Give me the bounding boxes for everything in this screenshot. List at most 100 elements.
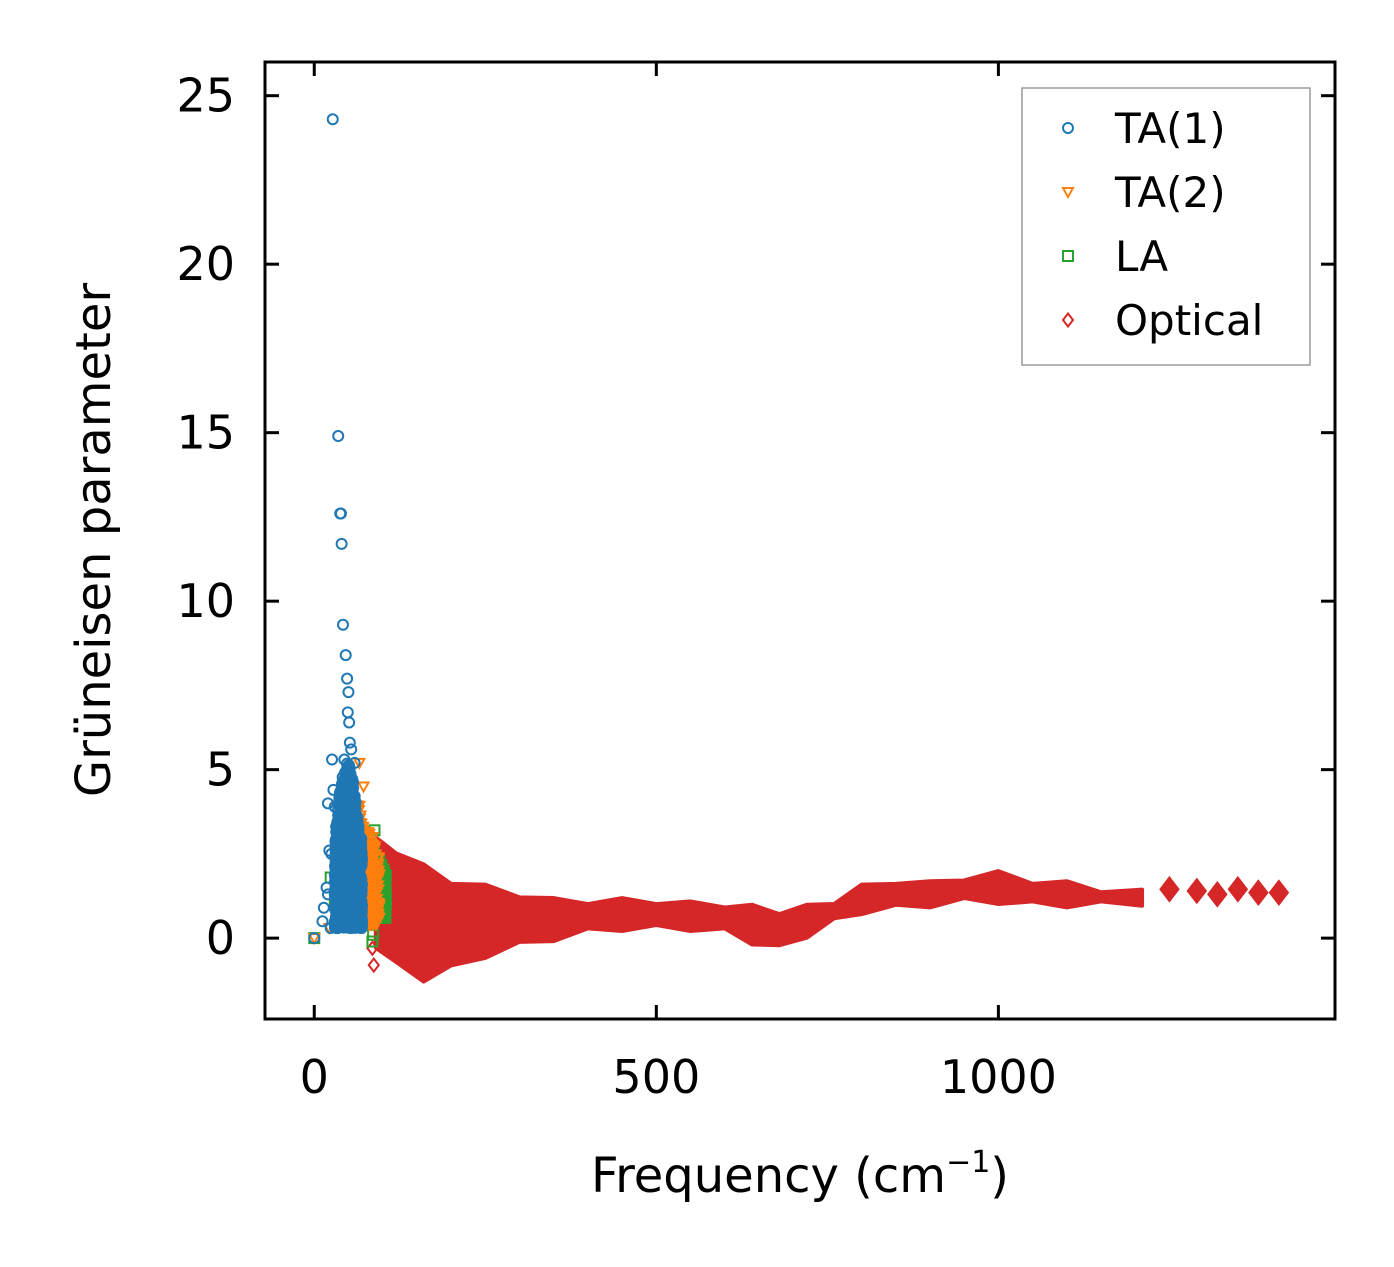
legend-marker — [1061, 311, 1075, 329]
optical-point — [1207, 880, 1228, 908]
optical-point — [1227, 875, 1249, 903]
y-tick-label: 25 — [176, 69, 235, 123]
optical-point — [1248, 879, 1269, 906]
ta2-point — [362, 829, 376, 842]
ta1-point — [332, 885, 345, 898]
series-optical — [366, 835, 1290, 984]
legend-marker — [1061, 187, 1075, 200]
legend: TA(1) TA(2) LA Optical — [1021, 87, 1311, 366]
ta1-point — [321, 888, 334, 901]
ta1-point — [351, 857, 364, 870]
ta1-point — [345, 743, 358, 756]
optical-point — [1268, 879, 1290, 906]
ta1-point — [352, 845, 365, 858]
ta2-point — [368, 895, 382, 908]
x-axis-label-exponent: −1 — [946, 1145, 990, 1180]
ta1-point — [338, 753, 351, 766]
y-tick-label: 20 — [176, 237, 235, 291]
ta1-point — [348, 756, 361, 769]
y-axis-label: Grüneisen parameter — [66, 283, 122, 798]
ta1-point — [341, 918, 354, 931]
ta2-point — [369, 882, 383, 895]
ta1-point — [345, 790, 358, 803]
legend-marker — [1062, 122, 1074, 134]
series-ta1 — [308, 113, 369, 945]
ta2-point — [356, 781, 371, 794]
x-tick-label: 0 — [300, 1050, 329, 1104]
ta2-point — [368, 892, 382, 905]
ta1-point — [338, 781, 351, 794]
legend-label: Optical — [1115, 296, 1263, 345]
ta1-point — [335, 537, 348, 550]
y-tick-label: 5 — [206, 743, 235, 797]
x-tick-label: 500 — [612, 1050, 700, 1104]
ta1-point — [352, 896, 365, 909]
ta1-point — [316, 915, 329, 928]
ta2-point — [372, 912, 386, 925]
ta2-point — [367, 850, 382, 863]
data-layer — [307, 113, 1290, 984]
ta1-point — [336, 779, 349, 792]
optical-point — [1186, 877, 1208, 905]
ta2-point — [366, 859, 380, 872]
legend-label: LA — [1115, 232, 1168, 281]
ta1-point — [343, 716, 356, 729]
x-tick-label: 1000 — [940, 1050, 1057, 1104]
ta1-point — [325, 847, 338, 860]
ta1-point — [326, 753, 339, 766]
ta1-point — [337, 860, 350, 873]
ta1-point — [334, 507, 347, 520]
legend-marker — [1062, 250, 1074, 262]
ta1-point — [354, 879, 367, 892]
ta2-point — [368, 898, 383, 911]
ta1-point — [334, 882, 347, 895]
x-axis-label-text: Frequency (cm — [591, 1148, 946, 1204]
ta1-point — [331, 899, 344, 912]
y-tick-label: 15 — [176, 406, 235, 460]
y-tick-label: 10 — [176, 574, 235, 628]
ta1-point — [330, 826, 343, 839]
legend-label: TA(2) — [1114, 168, 1226, 217]
ta2-point — [363, 865, 378, 878]
ta1-point — [334, 907, 347, 920]
x-axis-label-close: ) — [990, 1148, 1009, 1204]
plot-frame — [263, 60, 1337, 1021]
ta1-point — [317, 901, 330, 914]
legend-frame — [1021, 87, 1311, 366]
optical-band — [373, 835, 1145, 984]
ta2-point — [364, 919, 378, 932]
ta1-point — [346, 810, 359, 823]
ta2-point — [352, 757, 367, 770]
ta1-point — [321, 797, 334, 810]
ta1-point — [352, 820, 365, 833]
ta1-point — [336, 771, 349, 784]
ta1-point — [324, 922, 337, 935]
ta1-point — [341, 672, 354, 685]
legend-label: TA(1) — [1114, 104, 1226, 153]
ta1-point — [341, 706, 354, 719]
ta2-point — [365, 832, 380, 845]
ta1-point — [338, 859, 351, 872]
ta1-point — [332, 859, 345, 872]
ta1-point — [328, 800, 341, 813]
ta1-point — [352, 832, 365, 845]
ta1-point — [308, 932, 321, 945]
y-tick-label: 0 — [206, 911, 235, 965]
ta1-point — [335, 815, 348, 828]
ta1-point — [339, 649, 352, 662]
optical-point — [367, 956, 381, 974]
ta1-point — [336, 618, 349, 631]
la-point — [366, 935, 379, 948]
ta1-point — [320, 881, 333, 894]
ta1-point — [353, 859, 366, 872]
x-axis-label: Frequency (cm−1) — [591, 1145, 1009, 1204]
ta2-point — [366, 873, 380, 886]
ta1-point — [332, 430, 345, 443]
ta1-point — [326, 113, 339, 126]
ta1-point — [336, 843, 349, 856]
ta1-point — [343, 736, 356, 749]
ta1-point — [342, 686, 355, 699]
ticks-layer — [265, 62, 1335, 1019]
ta1-point — [327, 783, 340, 796]
